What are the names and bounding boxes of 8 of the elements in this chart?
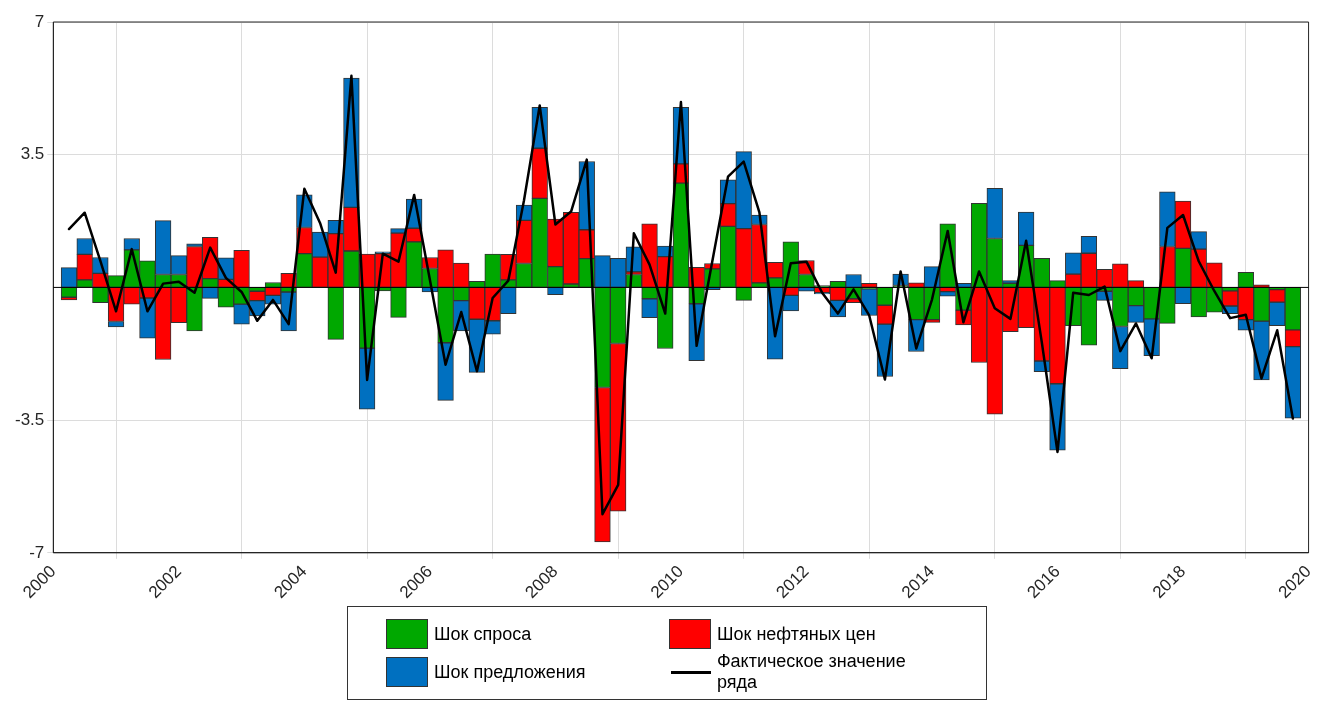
legend-label: Шок спроса — [434, 623, 532, 645]
legend-label: Фактическое значение ряда — [716, 651, 907, 693]
y-tick-label: 3.5 — [20, 144, 45, 164]
legend-label: Шок предложения — [434, 661, 586, 683]
y-tick-label: 7 — [34, 11, 45, 31]
y-tick-label: -7 — [29, 542, 45, 562]
legend-label: Шок нефтяных цен — [717, 623, 876, 645]
y-tick-label: -3.5 — [15, 409, 45, 429]
